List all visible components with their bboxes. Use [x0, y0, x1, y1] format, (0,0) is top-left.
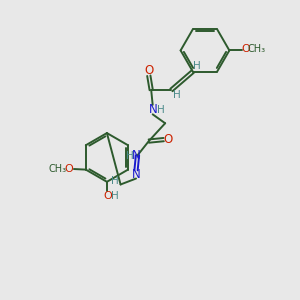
Text: N: N	[132, 149, 141, 162]
Text: O: O	[103, 191, 112, 201]
Text: H: H	[126, 151, 134, 161]
Text: O: O	[164, 133, 173, 146]
Text: H: H	[111, 176, 119, 186]
Text: H: H	[111, 191, 119, 201]
Text: N: N	[149, 103, 158, 116]
Text: CH₃: CH₃	[247, 44, 265, 54]
Text: O: O	[65, 164, 74, 174]
Text: H: H	[172, 90, 180, 100]
Text: CH₃: CH₃	[49, 164, 67, 174]
Text: O: O	[241, 44, 250, 54]
Text: H: H	[157, 105, 165, 115]
Text: O: O	[144, 64, 153, 77]
Text: N: N	[132, 169, 140, 182]
Text: H: H	[193, 61, 200, 71]
